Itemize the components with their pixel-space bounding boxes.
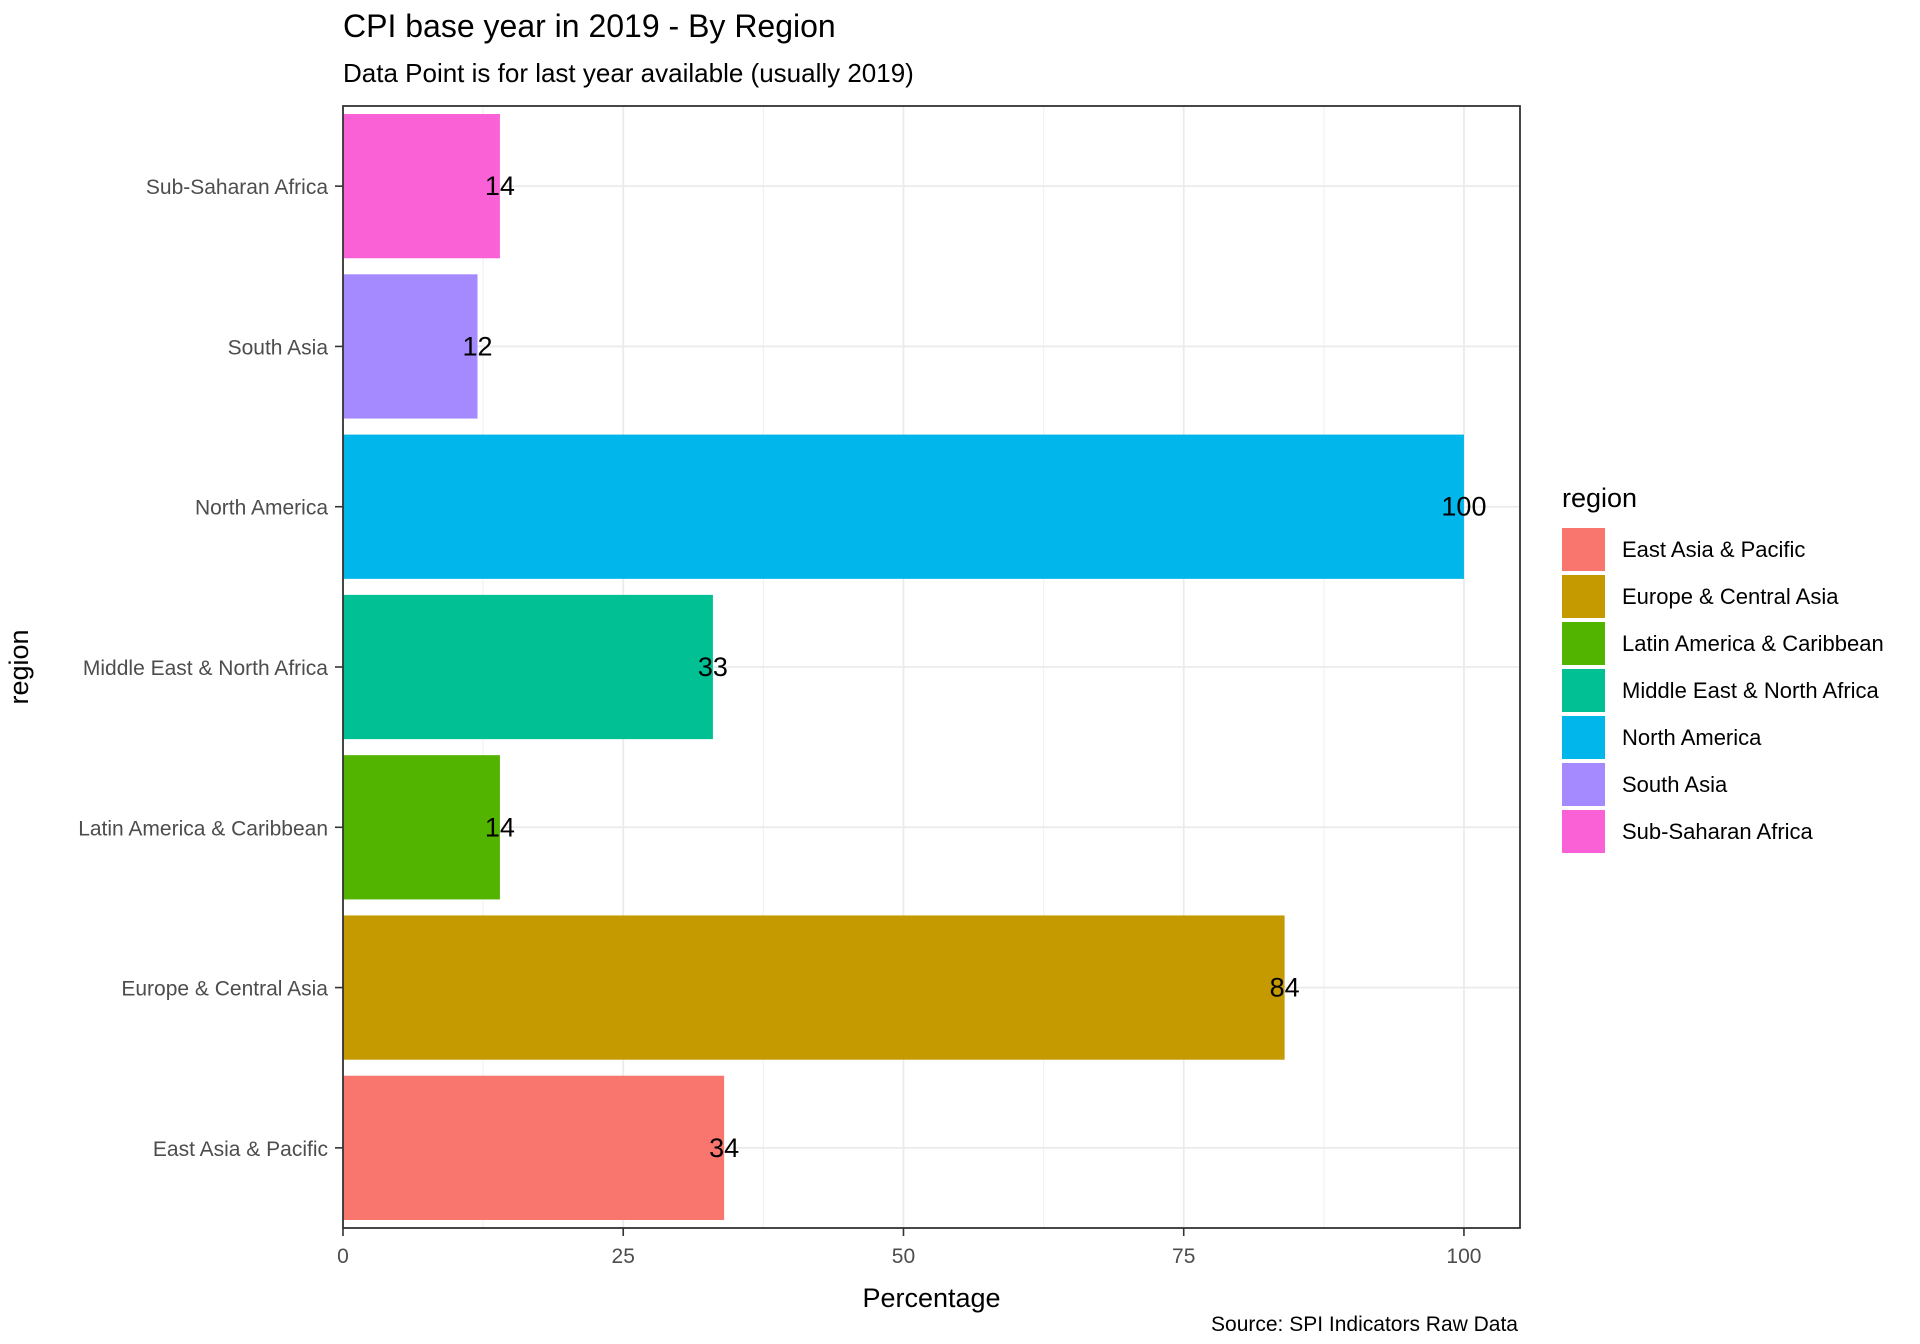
- x-axis-title: Percentage: [862, 1283, 1000, 1313]
- y-tick-label: South Asia: [228, 336, 329, 359]
- legend-swatch: [1562, 716, 1605, 759]
- legend-item: Middle East & North Africa: [1562, 667, 1879, 714]
- legend-swatch: [1562, 810, 1605, 853]
- legend-label: East Asia & Pacific: [1622, 536, 1806, 562]
- legend-label: Sub-Saharan Africa: [1622, 818, 1813, 844]
- x-tick-label: 100: [1446, 1245, 1481, 1268]
- legend-swatch: [1562, 528, 1605, 571]
- data-label: 33: [698, 652, 728, 682]
- bar: [343, 594, 713, 740]
- x-tick-label: 75: [1172, 1245, 1195, 1268]
- data-label: 84: [1270, 973, 1300, 1003]
- legend-swatch: [1562, 763, 1605, 806]
- bar: [343, 915, 1285, 1060]
- y-tick-label: Middle East & North Africa: [83, 657, 328, 680]
- bar: [343, 755, 500, 900]
- legend-label: Europe & Central Asia: [1622, 583, 1839, 609]
- x-tick-label: 0: [337, 1245, 349, 1268]
- legend-label: Middle East & North Africa: [1622, 677, 1879, 703]
- legend-label: South Asia: [1622, 771, 1728, 797]
- legend-item: South Asia: [1562, 761, 1727, 808]
- data-label: 12: [462, 331, 492, 361]
- legend-title: region: [1562, 483, 1638, 513]
- legend-item: Latin America & Caribbean: [1562, 620, 1884, 667]
- y-axis-title: region: [4, 629, 34, 704]
- y-tick-label: Latin America & Caribbean: [78, 817, 328, 840]
- legend-swatch: [1562, 622, 1605, 665]
- x-tick-label: 50: [892, 1245, 915, 1268]
- data-label: 14: [485, 812, 515, 842]
- bar: [343, 434, 1464, 579]
- x-tick-label: 25: [612, 1245, 635, 1268]
- y-tick-label: North America: [195, 497, 328, 520]
- legend-item: East Asia & Pacific: [1562, 526, 1805, 573]
- legend-label: North America: [1622, 724, 1762, 750]
- data-label: 100: [1441, 492, 1486, 522]
- y-tick-label: East Asia & Pacific: [153, 1138, 328, 1161]
- y-tick-label: Sub-Saharan Africa: [146, 176, 328, 199]
- data-label: 14: [485, 171, 515, 201]
- legend-label: Latin America & Caribbean: [1622, 630, 1884, 656]
- legend-item: North America: [1562, 714, 1761, 761]
- legend-item: Sub-Saharan Africa: [1562, 808, 1813, 855]
- bar: [343, 1075, 725, 1220]
- legend-item: Europe & Central Asia: [1562, 573, 1838, 620]
- chart-caption: Source: SPI Indicators Raw Data: [1211, 1313, 1518, 1336]
- y-tick-label: Europe & Central Asia: [121, 978, 328, 1001]
- bar: [343, 274, 478, 419]
- data-label: 34: [709, 1133, 739, 1163]
- chart-subtitle: Data Point is for last year available (u…: [343, 58, 914, 88]
- legend-swatch: [1562, 575, 1605, 618]
- chart-title: CPI base year in 2019 - By Region: [343, 8, 836, 44]
- legend-swatch: [1562, 669, 1605, 712]
- bar: [343, 114, 500, 259]
